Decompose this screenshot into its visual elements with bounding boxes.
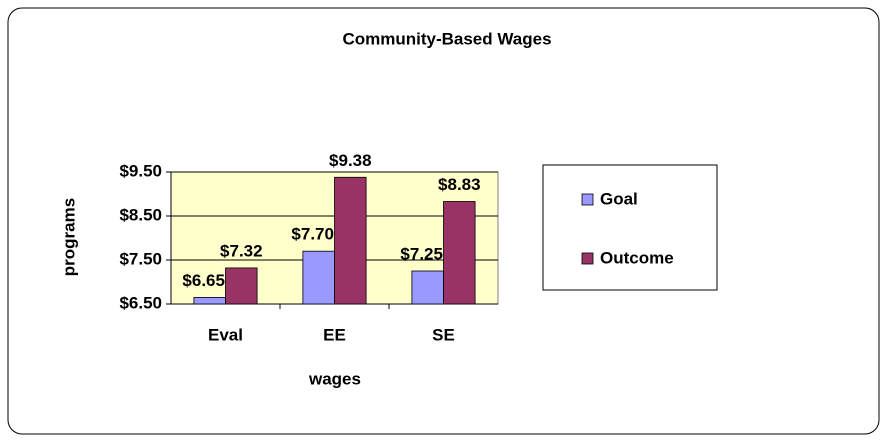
- y-tick-label: $7.50: [119, 249, 162, 268]
- value-label: $7.32: [220, 241, 263, 260]
- y-tick-label: $8.50: [119, 205, 162, 224]
- bar: [334, 176, 367, 305]
- value-label: $9.38: [329, 151, 372, 170]
- y-axis-title: programs: [59, 198, 78, 276]
- chart-title: Community-Based Wages: [342, 29, 551, 48]
- x-tick-label: SE: [432, 325, 455, 344]
- x-tick-label: EE: [323, 325, 346, 344]
- y-tick-label: $9.50: [119, 161, 162, 180]
- x-axis-title: wages: [308, 369, 361, 388]
- legend-label: Goal: [600, 189, 638, 208]
- value-label: $6.65: [182, 271, 225, 290]
- x-tick-label: Eval: [208, 325, 243, 344]
- bar: [411, 270, 444, 305]
- value-label: $7.25: [400, 244, 443, 263]
- bar: [193, 296, 226, 305]
- bar: [302, 250, 335, 305]
- bar: [225, 267, 258, 305]
- y-tick-label: $6.50: [119, 293, 162, 312]
- value-label: $7.70: [291, 225, 334, 244]
- value-label: $8.83: [438, 175, 481, 194]
- bar: [443, 201, 476, 305]
- legend: [542, 164, 718, 291]
- legend-swatch: [581, 193, 594, 206]
- legend-swatch: [581, 252, 594, 265]
- legend-label: Outcome: [600, 248, 674, 267]
